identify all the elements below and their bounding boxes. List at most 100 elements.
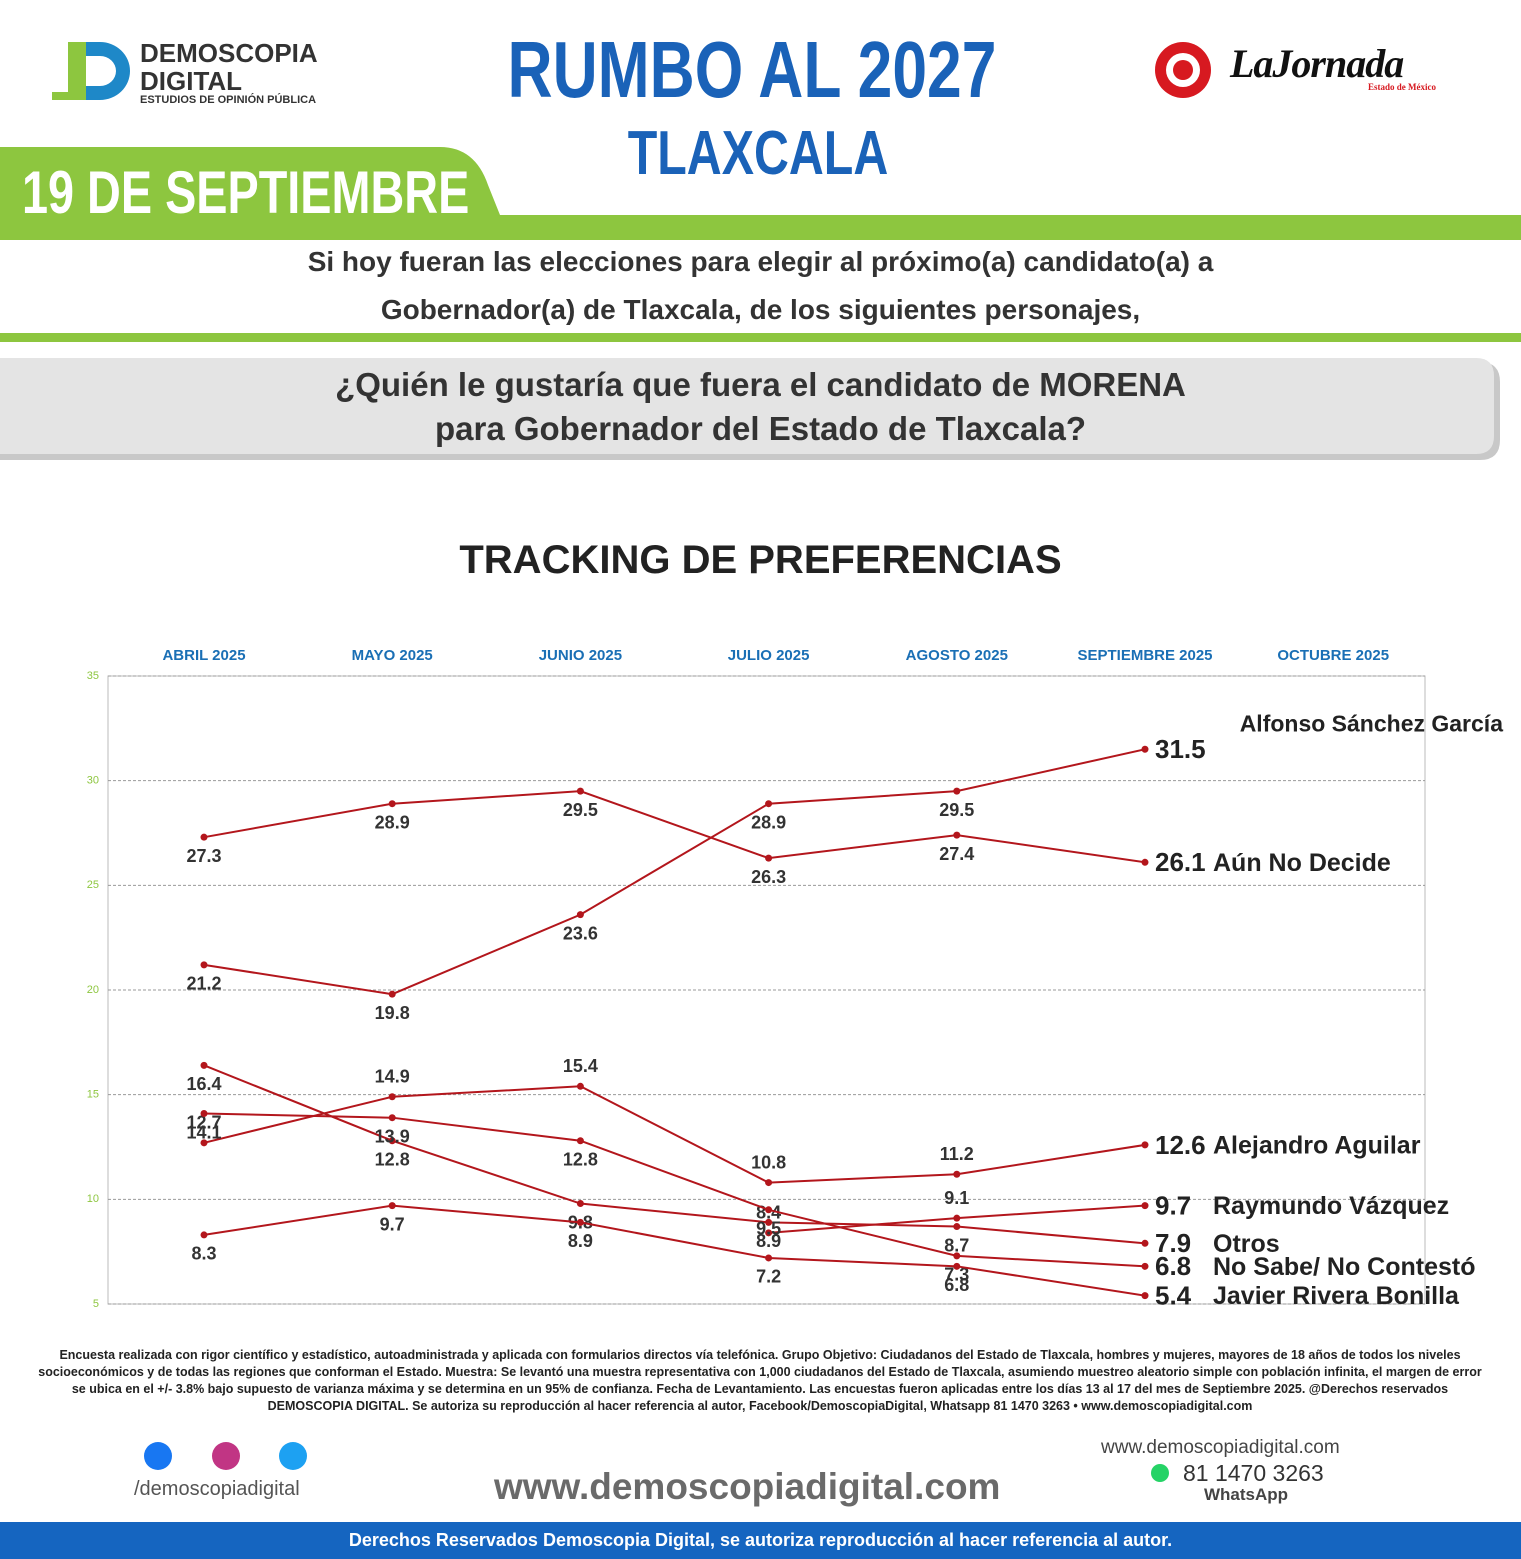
date-band [0,147,1521,240]
y-tick-label: 15 [87,1089,99,1101]
partner-region: Estado de México [1368,82,1436,92]
data-point [576,1082,584,1090]
logo-mark [86,42,130,100]
data-point [388,1114,396,1122]
legend-entry: No Sabe/ No Contestó [1213,1253,1476,1281]
y-tick-label: 5 [93,1298,99,1310]
data-point [1141,1239,1149,1247]
footnote: Encuesta realizada con rigor científico … [38,1348,1482,1413]
value-label: 11.2 [940,1144,974,1164]
data-point [576,1200,584,1208]
end-value-label: 26.1 [1155,847,1206,877]
x-tick-label: ABRIL 2025 [162,647,245,664]
end-value-label: 12.6 [1155,1130,1206,1160]
value-label: 12.8 [563,1149,598,1169]
data-point [765,800,773,808]
legend-entry: Javier Rivera Bonilla [1213,1282,1460,1310]
data-point [1141,1141,1149,1149]
value-label: 29.5 [939,800,974,820]
end-value-label: 31.5 [1155,734,1206,764]
logo-mark [52,92,82,100]
chart-title: TRACKING DE PREFERENCIAS [459,538,1062,582]
question-line: para Gobernador del Estado de Tlaxcala? [434,410,1087,447]
data-point [388,800,396,808]
data-point [576,787,584,795]
legend-entry: Alfonso Sánchez García [1240,710,1504,736]
value-label: 28.9 [375,812,410,832]
data-point [1141,1202,1149,1210]
value-label: 28.9 [751,812,786,832]
value-label: 12.7 [186,1113,221,1133]
end-value-label: 6.8 [1155,1251,1191,1281]
question-box [0,358,1494,454]
y-tick-label: 30 [87,775,99,787]
data-point [388,1202,396,1210]
y-tick-label: 20 [87,984,99,996]
x-tick-label: JUNIO 2025 [539,647,622,664]
y-tick-label: 25 [87,879,99,891]
data-point [765,1254,773,1262]
data-point [388,1093,396,1101]
data-point [388,1137,396,1145]
footer-band [0,1522,1521,1559]
value-label: 8.7 [944,1235,969,1255]
value-label: 27.3 [186,846,221,866]
value-label: 9.7 [380,1214,405,1234]
value-label: 8.3 [191,1244,216,1264]
end-value-label: 5.4 [1155,1281,1192,1311]
x-tick-label: JULIO 2025 [728,647,810,664]
data-point [953,787,961,795]
value-label: 6.8 [944,1275,969,1295]
data-point [765,1206,773,1214]
legend-entry: Otros [1213,1230,1280,1258]
data-point [765,1218,773,1226]
social-handle: /demoscopiadigital [134,1478,300,1500]
data-point [200,1061,208,1069]
logo-name: DIGITAL [140,66,243,96]
data-point [576,1218,584,1226]
logo-mark [68,42,86,100]
date: 19 DE SEPTIEMBRE [22,159,470,226]
data-point [1141,1292,1149,1300]
website[interactable]: www.demoscopiadigital.com [494,1466,1001,1507]
whatsapp-icon [1151,1464,1169,1482]
value-label: 21.2 [186,974,221,994]
data-point [953,1170,961,1178]
data-point [200,1110,208,1118]
facebook-icon[interactable] [144,1442,172,1470]
value-label: 27.4 [939,844,974,864]
series-line [203,1204,1146,1297]
title: RUMBO AL 2027 [507,25,997,114]
data-point [1141,1262,1149,1270]
chart: 5 10 15 20 25 30 35 ABRIL 2025 MAYO 2025 JUNIO 20… [87,647,1503,1311]
value-label: 7.2 [756,1267,781,1287]
legend-entry: Aún No Decide [1213,849,1391,877]
series-line [203,1064,1146,1245]
contact-website[interactable]: www.demoscopiadigital.com [1101,1437,1340,1458]
data-point [1141,745,1149,753]
value-label: 13.9 [375,1126,410,1146]
data-point [953,831,961,839]
data-point [765,1229,773,1237]
data-point [388,990,396,998]
twitter-icon[interactable] [279,1442,307,1470]
data-point [576,911,584,919]
data-point [765,1179,773,1187]
series-line [203,790,1146,864]
value-label: 9.1 [944,1188,969,1208]
data-point [765,854,773,862]
instagram-icon[interactable] [212,1442,240,1470]
value-label: 19.8 [375,1003,410,1023]
value-label: 14.9 [375,1067,410,1087]
series-line [203,748,1146,996]
value-label: 7.3 [944,1265,969,1285]
y-tick-label: 10 [87,1193,99,1205]
divider [0,333,1521,342]
data-point [953,1252,961,1260]
value-label: 26.3 [751,867,786,887]
x-tick-label: SEPTIEMBRE 2025 [1077,647,1212,664]
y-tick-label: 35 [87,670,99,682]
value-label: 29.5 [563,800,598,820]
value-label: 10.8 [751,1152,786,1172]
